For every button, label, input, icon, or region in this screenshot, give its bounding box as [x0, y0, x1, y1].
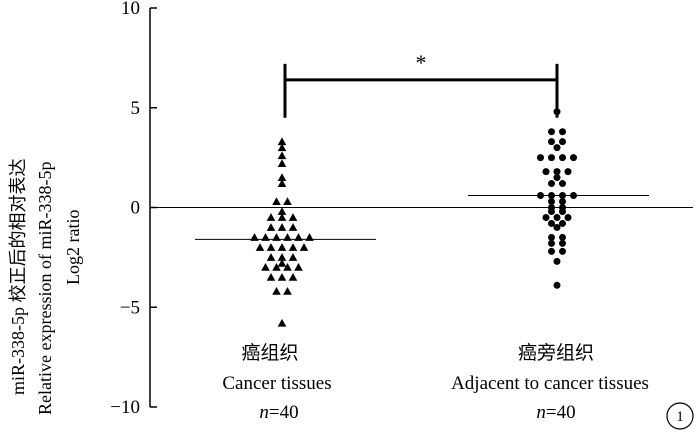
- cancer-data-point: [277, 243, 287, 251]
- cancer-data-point: [266, 273, 276, 281]
- adjacent-data-point: [559, 239, 566, 247]
- adjacent-data-point: [542, 213, 550, 221]
- panel-label: 1: [666, 402, 694, 430]
- group-adjacent-n-value: =40: [546, 402, 576, 423]
- cancer-data-point: [288, 243, 298, 251]
- adjacent-data-point: [559, 198, 566, 206]
- group-cancer-en: Cancer tissues: [222, 373, 331, 394]
- y-tick-label: −10: [110, 397, 140, 418]
- cancer-data-point: [272, 197, 281, 205]
- cancer-data-point: [277, 259, 287, 267]
- adjacent-data-point: [548, 154, 555, 162]
- cancer-data-point: [272, 286, 281, 295]
- cancer-data-point: [277, 223, 287, 231]
- adjacent-data-point: [559, 138, 566, 146]
- cancer-data-point: [288, 273, 298, 281]
- cancer-data-point: [283, 263, 292, 271]
- significance-bracket: *: [283, 50, 559, 118]
- cancer-data-point: [277, 179, 287, 187]
- adjacent-data-point: [548, 239, 555, 247]
- data-points: [250, 108, 577, 327]
- adjacent-data-point: [548, 219, 555, 227]
- y-tick-label: 10: [121, 0, 140, 19]
- y-tick-label: 0: [131, 198, 141, 219]
- adjacent-data-point: [553, 213, 561, 221]
- panel-label-number: 1: [676, 409, 684, 425]
- group-cancer-cn: 癌组织: [241, 342, 298, 364]
- cancer-data-point: [277, 213, 287, 221]
- adjacent-data-point: [559, 128, 566, 136]
- cancer-data-point: [272, 263, 281, 271]
- cancer-data-point: [277, 253, 287, 261]
- adjacent-data-point: [548, 198, 555, 206]
- cancer-data-point: [277, 207, 287, 215]
- adjacent-data-point: [537, 154, 544, 162]
- adjacent-data-point: [559, 180, 566, 188]
- adjacent-data-point: [548, 247, 555, 255]
- y-axis-title-line1: miR-338-5p 校正后的相对表达: [8, 159, 28, 396]
- y-axis-title-line2: Relative expression of miR-338-5p: [35, 162, 55, 415]
- adjacent-data-point: [564, 168, 572, 176]
- cancer-data-point: [266, 243, 276, 251]
- adjacent-data-point: [553, 257, 561, 265]
- adjacent-data-point: [553, 144, 561, 152]
- adjacent-data-point: [553, 174, 561, 182]
- cancer-data-point: [255, 243, 265, 251]
- group-cancer-n-value: =40: [269, 402, 299, 423]
- cancer-data-point: [288, 213, 298, 221]
- y-tick-label: −5: [120, 297, 140, 318]
- adjacent-data-point: [559, 247, 566, 255]
- adjacent-data-point: [559, 154, 566, 162]
- group-label-adjacent: 癌旁组织 Adjacent to cancer tissues n=40: [451, 342, 649, 423]
- group-means: [195, 195, 649, 240]
- cancer-data-point: [277, 273, 287, 281]
- adjacent-data-point: [548, 180, 555, 188]
- y-tick-label: 5: [131, 98, 141, 119]
- cancer-data-point: [283, 197, 292, 205]
- adjacent-data-point: [553, 108, 561, 116]
- significance-star: *: [416, 50, 427, 75]
- cancer-data-point: [299, 243, 309, 251]
- y-axis-title: miR-338-5p 校正后的相对表达 Relative expression …: [8, 159, 83, 416]
- cancer-data-point: [277, 159, 287, 168]
- group-adjacent-cn: 癌旁组织: [518, 342, 594, 364]
- cancer-data-point: [266, 253, 276, 261]
- cancer-data-point: [277, 137, 287, 146]
- cancer-data-point: [294, 263, 303, 271]
- adjacent-data-point: [559, 233, 566, 241]
- cancer-data-point: [277, 173, 287, 182]
- cancer-data-point: [277, 151, 287, 160]
- group-adjacent-en: Adjacent to cancer tissues: [451, 373, 649, 394]
- adjacent-data-point: [559, 207, 566, 215]
- adjacent-data-point: [548, 207, 555, 215]
- cancer-data-point: [261, 263, 270, 271]
- group-cancer-n-prefix: n: [259, 402, 269, 423]
- y-axis-title-line3: Log2 ratio: [63, 210, 83, 285]
- cancer-data-point: [266, 213, 276, 221]
- adjacent-data-point: [553, 281, 561, 289]
- adjacent-data-point: [542, 168, 550, 176]
- cancer-data-point: [266, 223, 276, 231]
- adjacent-data-point: [548, 233, 555, 241]
- group-cancer-n: n=40: [259, 402, 298, 423]
- cancer-data-point: [288, 223, 298, 231]
- adjacent-data-point: [548, 138, 555, 146]
- cancer-data-point: [288, 253, 298, 261]
- adjacent-data-point: [570, 154, 577, 162]
- group-adjacent-n-prefix: n: [536, 402, 546, 423]
- adjacent-data-point: [559, 219, 566, 227]
- adjacent-data-point: [564, 213, 572, 221]
- adjacent-data-point: [553, 168, 561, 176]
- adjacent-data-point: [548, 128, 555, 136]
- group-adjacent-n: n=40: [536, 402, 575, 423]
- group-label-cancer: 癌组织 Cancer tissues n=40: [222, 342, 331, 423]
- panel-label-circle: [666, 402, 694, 430]
- adjacent-data-point: [553, 223, 561, 231]
- cancer-data-point: [283, 286, 292, 295]
- cancer-data-point: [277, 318, 287, 327]
- cancer-data-point: [277, 143, 287, 152]
